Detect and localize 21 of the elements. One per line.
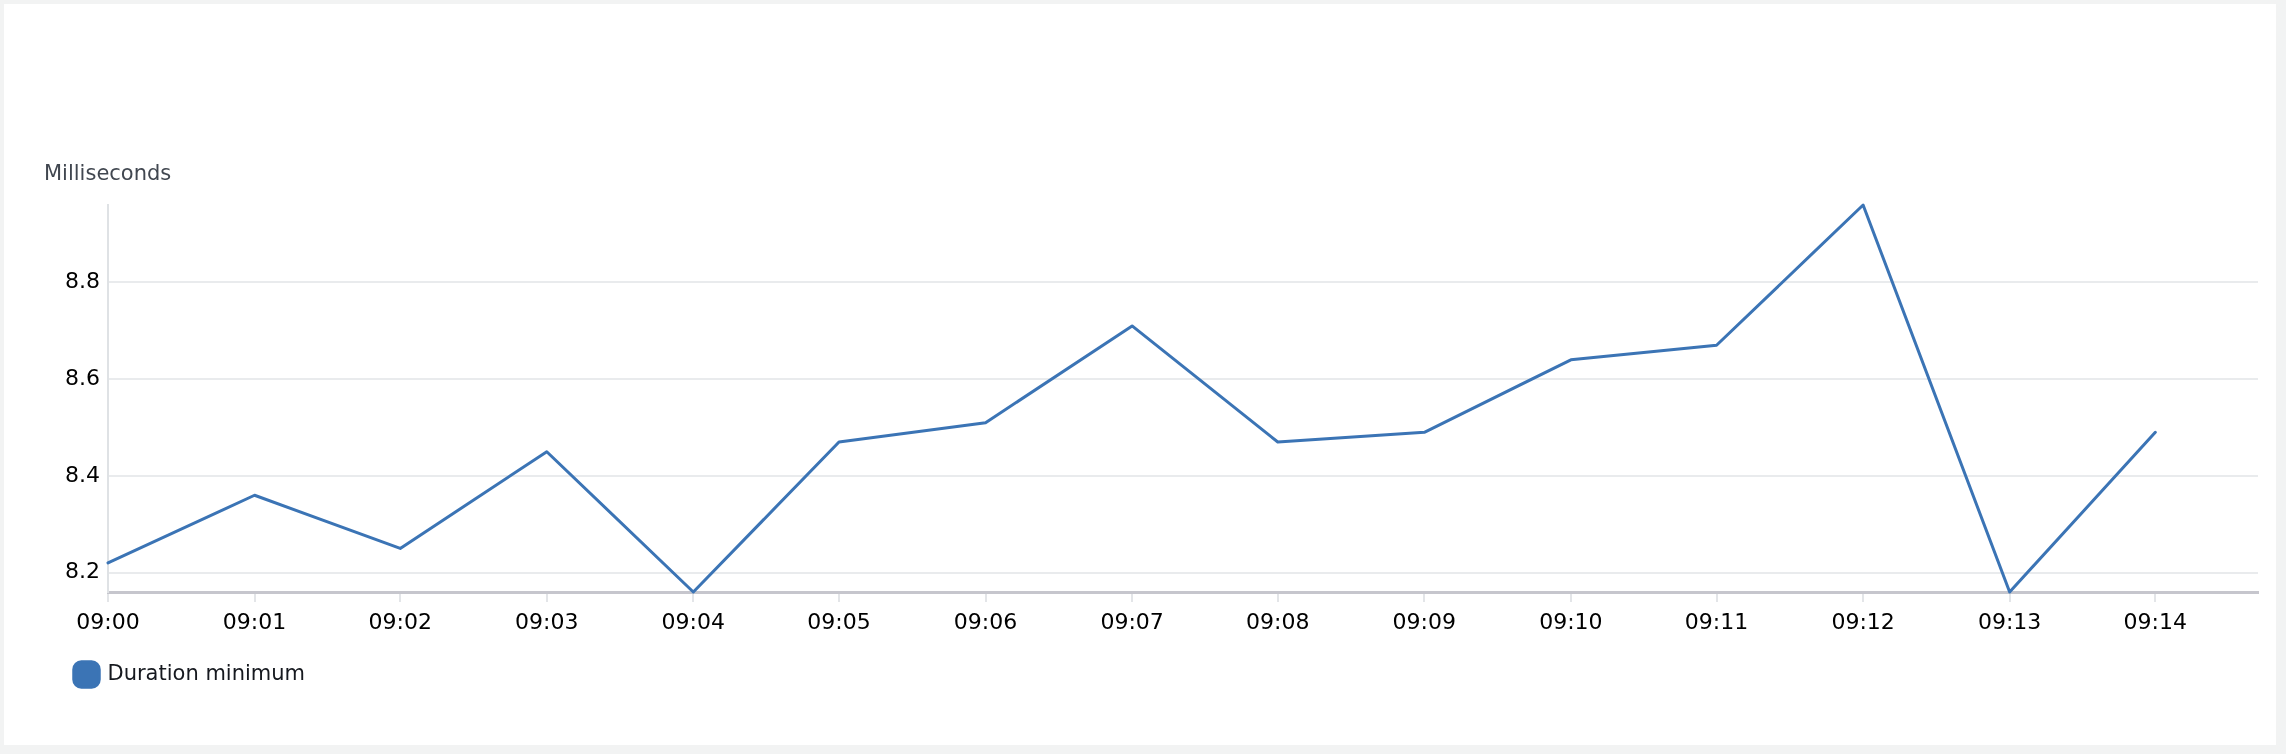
y-tick-label: 8.6	[65, 364, 100, 390]
x-tick-label: 09:05	[807, 608, 871, 634]
x-tick-label: 09:13	[1977, 608, 2042, 634]
x-tick-label: 09:03	[515, 608, 579, 634]
x-tick-label: 09:11	[1684, 608, 1749, 634]
y-tick-label: 8.8	[65, 268, 100, 294]
x-tick-label: 09:09	[1392, 608, 1457, 634]
x-tick-label: 09:04	[661, 608, 726, 634]
y-axis-title: Milliseconds	[44, 161, 172, 186]
y-tick-label: 8.2	[65, 558, 100, 584]
x-tick-label: 09:06	[953, 608, 1018, 634]
y-tick-label: 8.4	[65, 461, 100, 487]
x-tick-label: 09:12	[1831, 608, 1895, 634]
legend-label: Duration minimum	[107, 660, 306, 685]
x-tick-label: 09:01	[222, 608, 287, 634]
x-tick-label: 09:07	[1100, 608, 1164, 634]
x-tick-label: 09:14	[2123, 608, 2188, 634]
x-tick-label: 09:02	[368, 608, 432, 634]
x-tick-label: 09:00	[76, 608, 140, 634]
x-tick-label: 09:10	[1539, 608, 1603, 634]
x-tick-label: 09:08	[1246, 608, 1310, 634]
